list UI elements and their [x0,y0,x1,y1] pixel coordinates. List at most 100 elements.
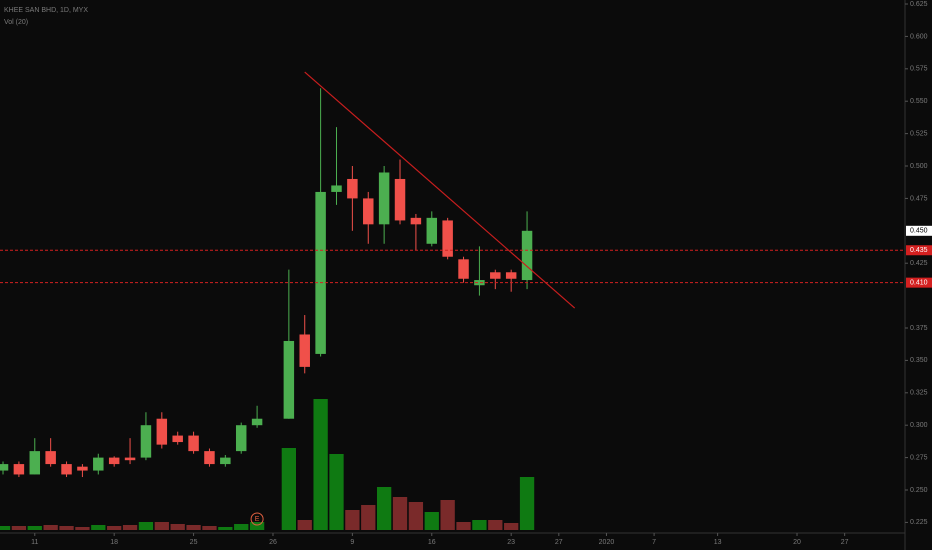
price-label-box [906,245,932,256]
last-price-box [906,225,932,236]
x-tick-label: 27 [555,539,563,546]
y-tick-label: 0.375 [910,325,928,332]
candle-body [315,191,326,354]
candle-body [140,425,152,458]
candle-body [188,435,199,452]
x-tick-label: 18 [110,539,118,546]
volume-bar [361,505,376,530]
candle-body [521,230,533,281]
candle-body [45,451,56,465]
y-tick-label: 0.575 [910,66,928,73]
candle-body [93,457,104,471]
candle-body [490,272,501,279]
candle-body [378,172,390,225]
y-tick-label: 0.275 [910,454,928,461]
volume-bar [43,525,58,530]
candle-body [299,334,310,367]
last-price-label: 0.450 [910,228,928,235]
x-tick-label: 16 [428,539,436,546]
volume-bar [456,522,471,530]
candle-body [331,185,342,192]
candle-body [29,451,41,475]
candle-body [77,466,88,471]
volume-bar [0,526,11,530]
volume-bar [218,527,233,530]
x-tick-label: 9 [350,539,354,546]
volume-bar [392,497,408,530]
volume-bar [27,526,42,530]
event-marker [250,512,264,526]
volume-bar [91,525,106,530]
volume-bar [440,500,455,530]
volume-bar [313,399,328,530]
y-tick-label: 0.425 [910,260,928,267]
candle-body [0,464,9,471]
candle-body [124,457,136,461]
event-marker-label: E [255,516,260,523]
y-tick-label: 0.225 [910,519,928,526]
y-tick-label: 0.525 [910,130,928,137]
y-tick-label: 0.325 [910,390,928,397]
volume-bar [75,527,90,530]
candle-body [235,425,247,452]
candle-body [156,418,168,445]
candle-body [172,435,183,443]
y-tick-label: 0.300 [910,422,928,429]
candle-body [410,217,422,225]
y-tick-label: 0.625 [910,1,928,8]
y-tick-label: 0.250 [910,487,928,494]
x-tick-label: 11 [31,539,38,546]
volume-bar [249,522,265,530]
volume-label: Vol (20) [4,19,28,26]
candle-body [61,464,72,475]
y-tick-label: 0.550 [910,98,928,105]
volume-bar [488,520,503,530]
volume-bar [424,512,439,530]
y-tick-label: 0.600 [910,33,928,40]
volume-bar [472,520,487,530]
candle-body [474,280,485,286]
volume-bar [170,524,185,530]
candle-body [505,272,517,279]
y-tick-label: 0.350 [910,357,928,364]
volume-bar [59,526,74,530]
x-tick-label: 23 [507,539,515,546]
candle-body [108,457,120,465]
volume-bar [345,510,360,530]
x-tick-label: 7 [652,539,656,546]
candle-body [251,418,263,426]
candle-body [394,178,406,221]
candle-body [458,259,469,279]
volume-bar [202,526,217,530]
volume-bar [107,526,122,530]
y-tick-label: 0.475 [910,195,928,202]
x-tick-label: 13 [714,539,722,546]
volume-bar [11,526,27,530]
candle-body [204,451,215,465]
price-label: 0.435 [910,247,928,254]
volume-bar [504,523,519,530]
volume-bar [154,522,169,530]
volume-bar [122,525,138,530]
candle-body [347,178,358,199]
volume-bar [297,520,312,530]
volume-bar [408,502,424,530]
trendline [304,71,576,309]
price-label-box [906,277,932,288]
x-tick-label: 26 [269,539,277,546]
x-tick-label: 27 [841,539,849,546]
candle-body [13,464,25,475]
y-tick-label: 0.500 [910,163,928,170]
price-label: 0.410 [910,279,928,286]
x-tick-label: 20 [793,539,801,546]
candle-body [363,198,374,225]
volume-bar [376,487,392,530]
volume-bar [519,477,535,530]
volume-bar [186,525,201,530]
volume-bar [281,448,297,530]
volume-bar [329,454,344,530]
candle-body [442,220,453,257]
candle-body [426,217,438,244]
chart-title: KHEE SAN BHD, 1D, MYX [4,7,88,14]
